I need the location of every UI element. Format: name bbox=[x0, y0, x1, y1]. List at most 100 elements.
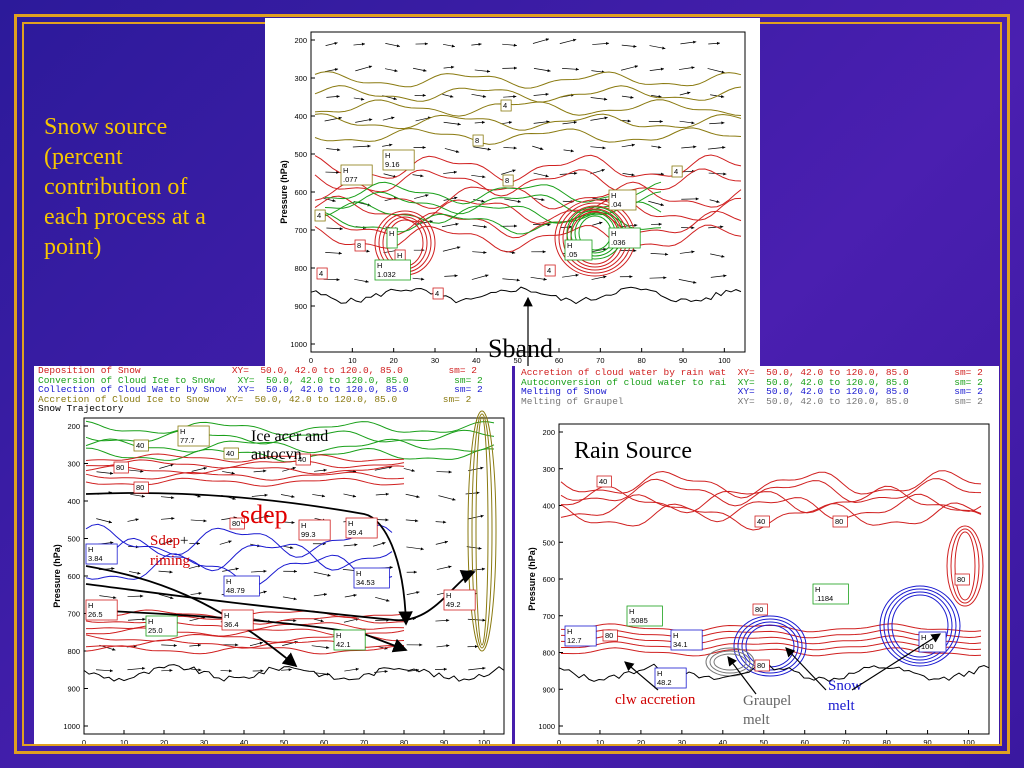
x-tick-label: 80 bbox=[400, 738, 408, 744]
svg-text:8: 8 bbox=[357, 241, 361, 250]
wind-vector-head bbox=[366, 249, 370, 253]
wind-vector-head bbox=[354, 543, 358, 547]
wind-vector-head bbox=[110, 471, 114, 475]
wind-vector-head bbox=[487, 147, 491, 151]
contour-line bbox=[85, 645, 404, 655]
contour-label: H.077 bbox=[340, 164, 373, 186]
contour-line bbox=[561, 647, 982, 657]
contour-line bbox=[560, 478, 982, 507]
svg-text:H: H bbox=[815, 585, 820, 594]
y-tick-label: 200 bbox=[542, 428, 555, 437]
wind-vector-head bbox=[478, 42, 482, 46]
svg-text:1.032: 1.032 bbox=[377, 270, 396, 279]
wind-vector-head bbox=[601, 168, 605, 172]
svg-text:H: H bbox=[385, 151, 390, 160]
terrain-line bbox=[310, 286, 742, 305]
wind-vector-head bbox=[203, 466, 207, 470]
y-tick-label: 400 bbox=[542, 502, 555, 511]
contour-label: H25.0 bbox=[145, 615, 178, 637]
svg-text:H: H bbox=[657, 669, 662, 678]
svg-text:H: H bbox=[377, 261, 382, 270]
snow-source-legend-entry: Deposition of Snow XY= 50.0, 42.0 to 120… bbox=[38, 366, 477, 376]
y-tick-label: 1000 bbox=[290, 340, 307, 349]
wind-vector-head bbox=[573, 120, 577, 124]
wind-vector-head bbox=[660, 67, 664, 71]
wind-vector-head bbox=[170, 596, 174, 600]
wind-vector-head bbox=[482, 618, 486, 622]
wind-vector-head bbox=[545, 92, 549, 96]
wind-vector-head bbox=[416, 495, 420, 499]
wind-vector-head bbox=[478, 546, 482, 550]
wind-vector-head bbox=[235, 567, 239, 571]
wind-vector-head bbox=[446, 618, 450, 622]
wind-vector-head bbox=[355, 667, 359, 671]
contour-line bbox=[85, 471, 405, 481]
wind-vector-head bbox=[716, 41, 720, 45]
svg-text:3.84: 3.84 bbox=[88, 554, 103, 563]
svg-text:40: 40 bbox=[226, 449, 234, 458]
contour-label: H36.4 bbox=[221, 609, 254, 631]
wind-vector-head bbox=[394, 69, 398, 73]
wind-vector-head bbox=[339, 227, 343, 231]
wind-vector-head bbox=[337, 148, 341, 152]
contour-label: H34.1 bbox=[670, 629, 703, 651]
wind-vector-head bbox=[627, 119, 631, 123]
contour-label: 4 bbox=[432, 287, 444, 300]
wind-vector-head bbox=[665, 252, 669, 256]
wind-vector-head bbox=[263, 469, 267, 473]
snow-source-legend-entry: Accretion of Cloud Ice to Snow XY= 50.0,… bbox=[38, 393, 472, 405]
contour-label: H.1184 bbox=[812, 583, 849, 605]
contour-label: 80 bbox=[602, 629, 618, 642]
olive-column bbox=[467, 410, 497, 652]
wind-vector-head bbox=[720, 95, 725, 99]
svg-text:4: 4 bbox=[435, 289, 439, 298]
wind-vector-head bbox=[450, 65, 455, 69]
y-tick-label: 800 bbox=[542, 649, 555, 658]
rain-source-legend-entry: Melting of Graupel XY= 50.0, 42.0 to 120… bbox=[521, 395, 983, 407]
y-tick-label: 300 bbox=[294, 74, 307, 83]
wind-vector-head bbox=[169, 570, 173, 574]
wind-vector-head bbox=[389, 143, 393, 147]
wind-vector-head bbox=[691, 121, 695, 125]
x-tick-label: 90 bbox=[679, 356, 687, 365]
contour-label: H.05 bbox=[564, 239, 593, 261]
svg-text:48.79: 48.79 bbox=[226, 586, 245, 595]
svg-text:4: 4 bbox=[319, 269, 323, 278]
wind-vector-head bbox=[634, 223, 638, 227]
wind-vector-head bbox=[197, 643, 201, 647]
x-tick-label: 10 bbox=[348, 356, 356, 365]
contour-label: H99.4 bbox=[345, 517, 378, 539]
wind-vector-head bbox=[631, 143, 635, 147]
wind-vector-head bbox=[633, 44, 637, 48]
wind-vector-head bbox=[545, 174, 549, 178]
svg-text:H: H bbox=[629, 607, 634, 616]
slide-frame-outer bbox=[14, 14, 1010, 754]
x-tick-label: 0 bbox=[309, 356, 313, 365]
wind-vector-head bbox=[486, 69, 491, 73]
svg-text:H: H bbox=[348, 519, 353, 528]
wind-vector-head bbox=[169, 668, 173, 672]
wind-vector-head bbox=[513, 95, 517, 99]
wind-vector-head bbox=[422, 93, 426, 97]
wind-vector-head bbox=[416, 591, 420, 595]
wind-vector-head bbox=[108, 520, 112, 524]
wind-vector-head bbox=[135, 518, 139, 522]
wind-vector-head bbox=[691, 226, 695, 230]
contour-loop bbox=[733, 615, 807, 677]
contour-label: 80 bbox=[754, 659, 770, 672]
svg-text:H: H bbox=[389, 229, 394, 238]
slide-title-text: Snow source (percent contribution of eac… bbox=[44, 114, 206, 260]
gray-loops-graupel bbox=[705, 647, 755, 677]
contour-loop bbox=[713, 653, 747, 671]
contour-label: 4 bbox=[314, 209, 326, 222]
wind-vector-head bbox=[415, 519, 419, 523]
wind-vector-head bbox=[480, 514, 484, 518]
svg-text:H: H bbox=[397, 251, 402, 260]
contour-label: 80 bbox=[229, 517, 245, 530]
wind-vector-head bbox=[720, 225, 724, 229]
wind-vector-head bbox=[293, 619, 297, 623]
svg-text:40: 40 bbox=[599, 477, 607, 486]
x-tick-label: 100 bbox=[962, 738, 975, 744]
wind-vector-head bbox=[171, 517, 175, 520]
svg-text:H: H bbox=[88, 545, 93, 554]
